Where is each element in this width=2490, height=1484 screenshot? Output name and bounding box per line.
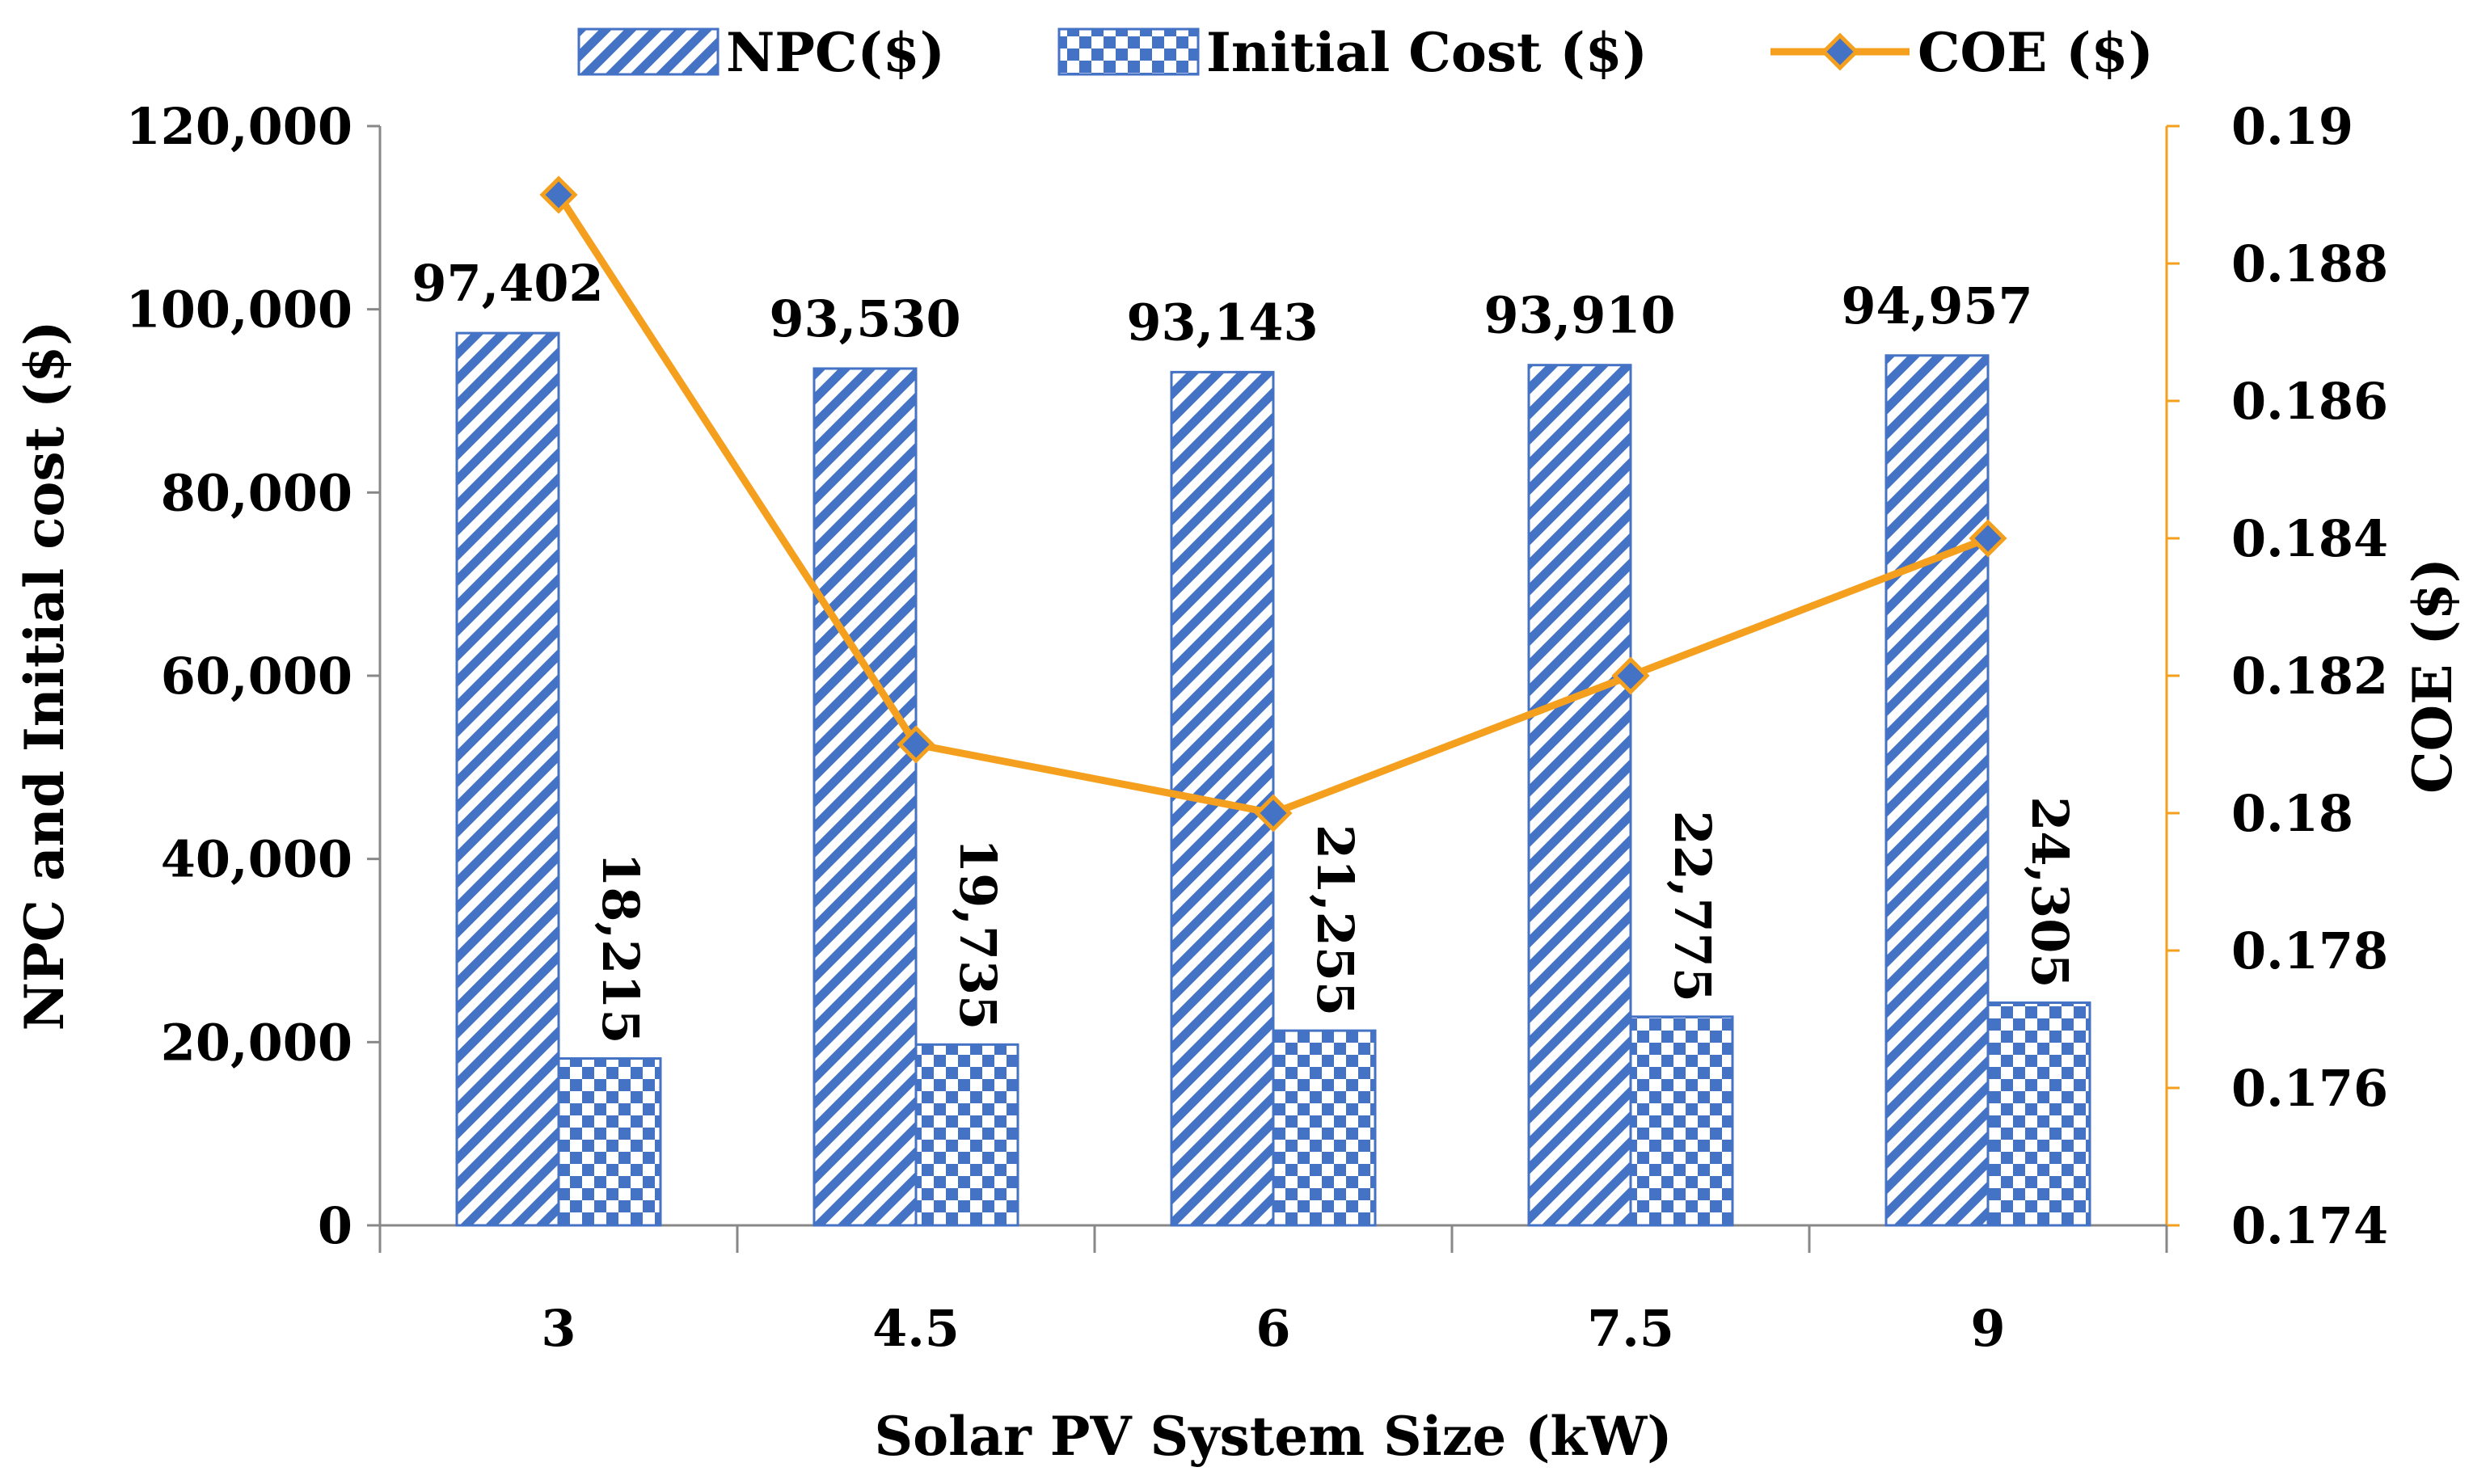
right-axis-tick-label: 0.184 [2231,509,2388,568]
right-axis-tick-label: 0.176 [2231,1059,2388,1118]
legend-npc-swatch [577,27,720,76]
npc-bar [812,367,918,1227]
initial-cost-bar [1629,1015,1734,1227]
coe-marker [1254,794,1293,833]
coe-marker [539,175,578,214]
legend-coe-label: COE ($) [1918,21,2154,84]
x-axis-tick-label: 4.5 [872,1299,960,1358]
initial-cost-data-label: 22,775 [1663,811,1722,1002]
right-axis-tick-label: 0.186 [2231,372,2388,431]
right-axis-tick-label: 0.19 [2231,97,2353,156]
initial-cost-data-label: 19,735 [948,838,1007,1030]
coe-marker [1969,519,2007,558]
left-axis-tick-label: 20,000 [161,1013,352,1072]
initial-cost-data-label: 24,305 [2020,796,2079,988]
initial-cost-data-label: 18,215 [591,852,650,1043]
x-axis-tick-label: 7.5 [1587,1299,1674,1358]
legend-initial-cost-swatch [1057,27,1200,76]
right-axis-tick-label: 0.182 [2231,647,2388,706]
left-axis-tick-label: 120,000 [126,97,352,156]
right-axis-tick-label: 0.18 [2231,784,2353,843]
initial-cost-bar [914,1043,1019,1227]
legend-initial-cost-label: Initial Cost ($) [1206,21,1648,84]
npc-data-label: 93,143 [1126,293,1318,352]
left-axis-title: NPC and Initial cost ($) [13,321,76,1031]
initial-cost-bar [1272,1029,1377,1227]
legend-npc-label: NPC($) [726,21,945,84]
coe-marker [1611,656,1650,695]
right-axis-tick-label: 0.178 [2231,921,2388,980]
npc-data-label: 93,530 [769,289,960,348]
npc-bar [1527,364,1632,1227]
left-axis-tick-label: 80,000 [161,463,352,522]
initial-cost-bar [1986,1001,2091,1227]
npc-data-label: 93,910 [1483,286,1675,345]
right-axis-tick-label: 0.174 [2231,1196,2388,1255]
initial-cost-bar [557,1057,662,1227]
npc-data-label: 97,402 [411,254,603,313]
npc-bar [1884,354,1990,1227]
x-axis-title: Solar PV System Size (kW) [874,1405,1672,1468]
right-axis-tick-label: 0.188 [2231,234,2388,293]
left-axis-tick-label: 40,000 [161,830,352,889]
x-axis-tick-label: 9 [1970,1299,2005,1358]
left-axis-tick-label: 60,000 [161,647,352,706]
npc-data-label: 94,957 [1841,276,2032,335]
npc-bar [455,331,560,1227]
right-axis-title: COE ($) [2401,558,2464,794]
left-axis-tick-label: 0 [318,1196,352,1255]
x-axis-tick-label: 6 [1256,1299,1290,1358]
initial-cost-data-label: 21,255 [1306,824,1365,1016]
x-axis-tick-label: 3 [541,1299,576,1358]
coe-marker [897,725,935,764]
legend-coe-marker [1821,32,1859,71]
left-axis-tick-label: 100,000 [126,280,352,339]
